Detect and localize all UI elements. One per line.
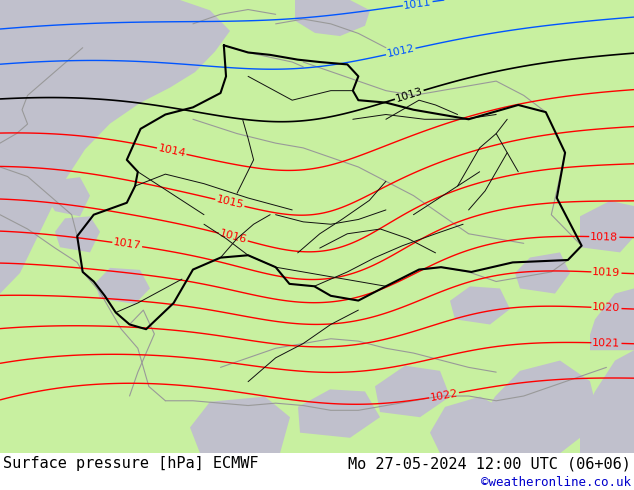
Text: Mo 27-05-2024 12:00 UTC (06+06): Mo 27-05-2024 12:00 UTC (06+06) [348, 456, 631, 471]
Polygon shape [430, 396, 510, 453]
Text: 1022: 1022 [429, 388, 459, 403]
Polygon shape [580, 201, 634, 252]
Text: 1014: 1014 [157, 143, 186, 159]
Polygon shape [480, 361, 600, 453]
Text: 1016: 1016 [219, 228, 248, 245]
Polygon shape [45, 177, 90, 216]
Polygon shape [590, 289, 634, 350]
Text: 1015: 1015 [215, 195, 245, 211]
Polygon shape [95, 268, 150, 304]
Text: 1021: 1021 [592, 338, 621, 348]
Polygon shape [375, 366, 450, 417]
Polygon shape [55, 216, 100, 252]
Polygon shape [0, 0, 230, 294]
Text: ©weatheronline.co.uk: ©weatheronline.co.uk [481, 476, 631, 489]
Text: 1019: 1019 [592, 267, 621, 278]
Text: 1020: 1020 [592, 302, 621, 314]
Polygon shape [190, 396, 290, 453]
Text: Surface pressure [hPa] ECMWF: Surface pressure [hPa] ECMWF [3, 456, 259, 471]
Polygon shape [450, 286, 510, 324]
Text: 1012: 1012 [386, 44, 415, 59]
Polygon shape [298, 390, 380, 438]
Text: 1011: 1011 [403, 0, 432, 11]
Text: 1018: 1018 [590, 232, 619, 242]
Polygon shape [295, 0, 370, 36]
Polygon shape [580, 350, 634, 453]
Text: 1017: 1017 [113, 238, 142, 251]
Text: 1013: 1013 [394, 86, 424, 104]
Polygon shape [515, 252, 570, 294]
